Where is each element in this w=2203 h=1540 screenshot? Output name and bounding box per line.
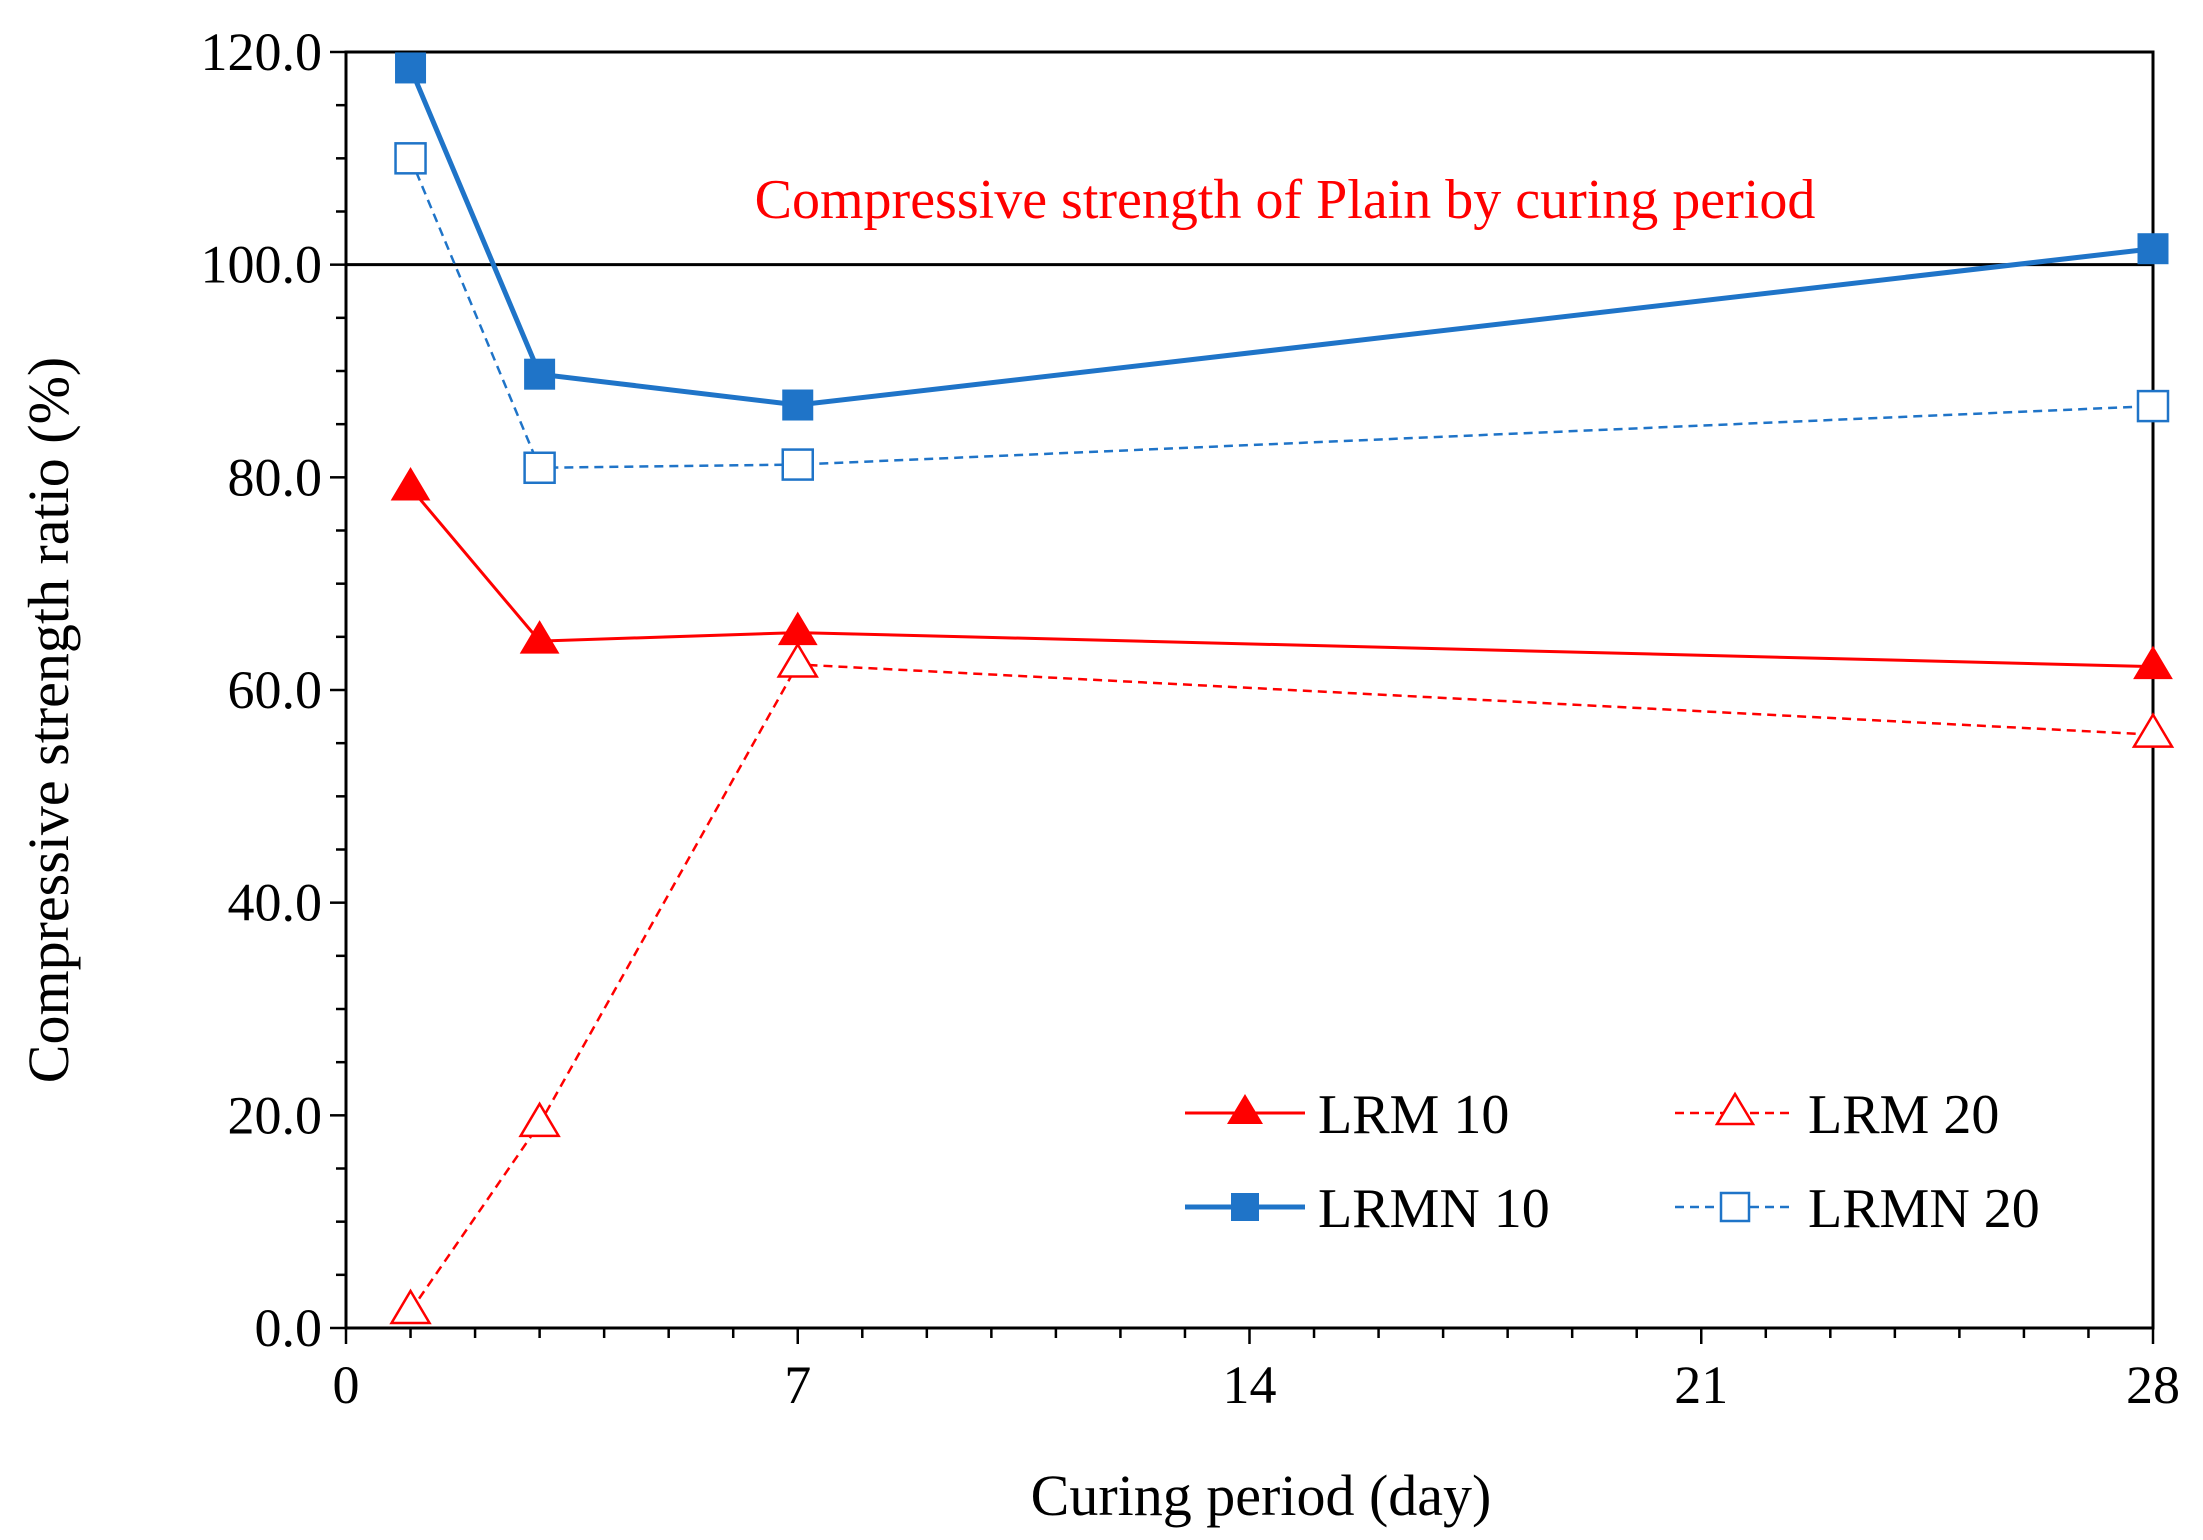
data-point-lrm-10 xyxy=(519,620,560,654)
data-point-lrm-20 xyxy=(389,1288,432,1325)
data-point-lrmn-10 xyxy=(524,358,556,390)
x-tick-label: 21 xyxy=(1674,1355,1728,1415)
legend-label-lrm-10: LRM 10 xyxy=(1318,1084,1509,1146)
series-line-lrmn-10 xyxy=(408,66,2154,408)
data-point-lrmn-10 xyxy=(782,389,814,421)
series-lrm-10 xyxy=(390,466,2173,680)
legend-label-lrm-20: LRM 20 xyxy=(1808,1084,1999,1146)
y-tick-label: 0.0 xyxy=(255,1298,323,1358)
legend-marker-open-square xyxy=(1719,1191,1751,1223)
data-point-lrm-20 xyxy=(776,642,819,678)
legend-label-lrmn-20: LRMN 20 xyxy=(1808,1178,2040,1240)
y-tick-label: 100.0 xyxy=(201,235,323,295)
y-tick-label: 40.0 xyxy=(228,873,323,933)
data-point-lrm-20 xyxy=(518,1101,561,1138)
data-point-lrmn-20 xyxy=(781,448,814,481)
legend-item-lrm-10: LRM 10 xyxy=(1185,1084,1509,1146)
data-point-lrm-10 xyxy=(2133,645,2173,680)
y-tick-label: 60.0 xyxy=(228,660,323,720)
legend-item-lrm-20: LRM 20 xyxy=(1675,1084,1999,1146)
series-group xyxy=(389,52,2175,1325)
legend-marker-filled-square xyxy=(1231,1193,1259,1221)
legend-marker-filled-triangle xyxy=(1227,1094,1263,1124)
data-point-lrmn-10 xyxy=(2137,233,2169,265)
series-lrmn-20 xyxy=(394,142,2170,485)
x-tick-label: 0 xyxy=(333,1355,360,1415)
series-line-lrm-20 xyxy=(409,663,2154,1312)
legend: LRM 10 LRM 20 LRMN 10 LRMN 20 xyxy=(1185,1084,2040,1240)
x-axis-title: Curing period (day) xyxy=(1031,1463,1492,1528)
data-point-lrmn-20 xyxy=(523,451,556,485)
legend-item-lrmn-20: LRMN 20 xyxy=(1675,1178,2040,1240)
y-axis-title: Compressive strength ratio (%) xyxy=(16,357,81,1083)
axes-group: 0.0 20.0 40.0 60.0 80.0 100.0 120.0 0 7 14 21 28 xyxy=(201,22,2181,1415)
reference-line-label: Compressive strength of Plain by curing … xyxy=(755,169,1816,231)
x-tick-label: 14 xyxy=(1223,1355,1277,1415)
y-tick-label: 20.0 xyxy=(228,1085,323,1145)
y-tick-label: 120.0 xyxy=(201,22,323,82)
data-point-lrm-10 xyxy=(390,466,431,501)
series-line-lrmn-20 xyxy=(409,157,2154,470)
series-line-lrm-10 xyxy=(409,486,2154,669)
y-tick-label: 80.0 xyxy=(228,447,323,507)
series-lrmn-10 xyxy=(395,52,2169,421)
x-tick-label: 7 xyxy=(784,1355,811,1415)
x-tick-label: 28 xyxy=(2126,1355,2180,1415)
legend-item-lrmn-10: LRMN 10 xyxy=(1185,1178,1550,1240)
data-point-lrmn-20 xyxy=(394,142,427,175)
legend-marker-open-triangle xyxy=(1714,1091,1756,1126)
data-point-lrmn-20 xyxy=(2136,389,2170,423)
series-lrm-20 xyxy=(389,642,2175,1325)
legend-label-lrmn-10: LRMN 10 xyxy=(1318,1178,1550,1240)
data-point-lrm-20 xyxy=(2131,712,2175,748)
data-point-lrmn-10 xyxy=(395,52,427,84)
